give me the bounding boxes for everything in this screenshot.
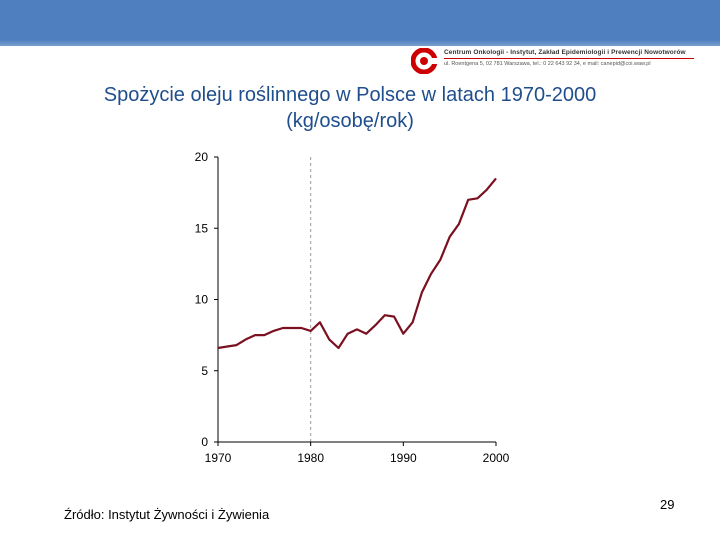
source-note: Źródło: Instytut Żywności i Żywienia [64,507,270,522]
logo-address: ul. Roentgena 5, 02 781 Warszawa, tel.: … [444,61,651,67]
x-tick-label: 1970 [205,451,232,465]
slide-title: Spożycie oleju roślinnego w Polsce w lat… [20,82,680,134]
x-axis-ticks: 1970 1980 1990 2000 [205,442,510,465]
x-tick-label: 1990 [390,451,417,465]
slide-title-line1: Spożycie oleju roślinnego w Polsce w lat… [103,84,597,106]
header-band-shade [0,40,720,46]
x-tick-label: 2000 [483,451,510,465]
y-tick-label: 10 [195,293,209,307]
institute-logo: Centrum Onkologii - Instytut, Zakład Epi… [411,48,711,74]
series-line [217,177,497,350]
y-tick-label: 20 [195,150,209,164]
institute-logo-icon [411,48,439,74]
y-tick-label: 5 [201,364,208,378]
x-tick-label: 1980 [297,451,324,465]
y-tick-label: 15 [195,221,209,235]
y-axis-ticks: 0 5 10 15 20 [195,150,218,449]
page-number: 29 [660,497,675,512]
logo-institution-name: Centrum Onkologii - Instytut, Zakład Epi… [444,49,686,56]
y-tick-label: 0 [201,435,208,449]
logo-divider [444,58,694,59]
slide-title-line2: (kg/osobę/rok) [286,110,414,132]
header-band [0,0,720,46]
